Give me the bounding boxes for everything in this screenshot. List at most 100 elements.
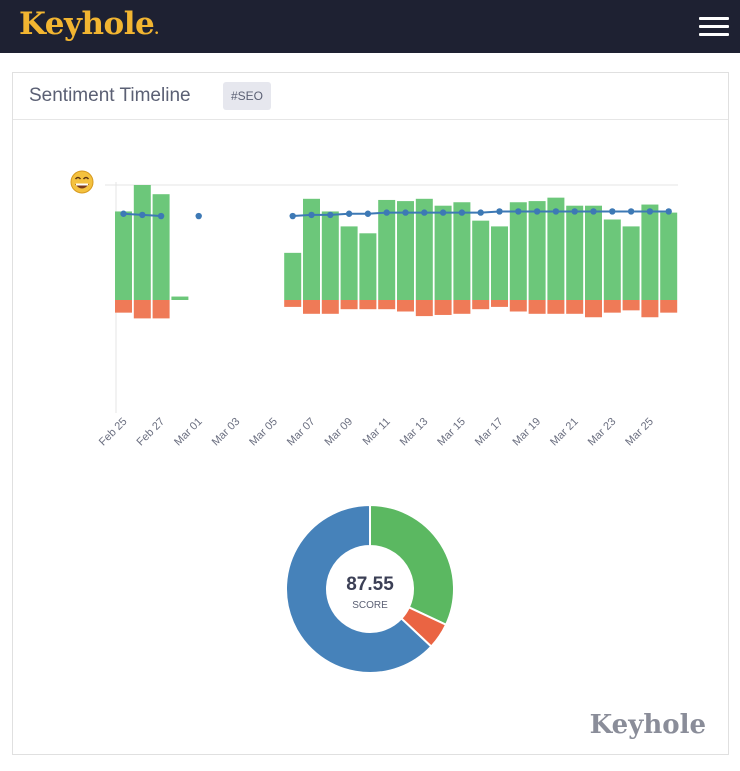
negative-bar[interactable] — [284, 300, 302, 307]
negative-bar[interactable] — [340, 300, 358, 310]
negative-bar[interactable] — [528, 300, 546, 314]
negative-bar[interactable] — [133, 300, 151, 319]
positive-bar[interactable] — [378, 199, 396, 300]
grinning-face-emoji-icon — [70, 170, 94, 194]
negative-bar[interactable] — [321, 300, 339, 314]
chart-line — [120, 208, 672, 220]
x-tick-label: Feb 25 — [97, 416, 130, 449]
score-label: SCORE — [352, 600, 388, 611]
negative-bar[interactable] — [566, 300, 584, 314]
positive-bar[interactable] — [415, 198, 433, 300]
positive-bar[interactable] — [340, 226, 358, 300]
negative-bar[interactable] — [303, 300, 320, 314]
negative-bar[interactable] — [152, 300, 170, 319]
x-tick-label: Mar 15 — [435, 416, 468, 449]
x-tick-label: Mar 17 — [473, 416, 506, 449]
x-tick-label: Mar 19 — [511, 416, 544, 449]
line-point[interactable] — [646, 208, 654, 215]
line-point[interactable] — [515, 208, 522, 215]
line-point[interactable] — [496, 208, 503, 215]
line-point[interactable] — [552, 208, 560, 215]
positive-bar[interactable] — [115, 211, 132, 300]
line-point[interactable] — [345, 210, 353, 217]
negative-bar[interactable] — [491, 300, 508, 307]
positive-bar[interactable] — [622, 226, 640, 300]
positive-bar[interactable] — [547, 197, 565, 300]
positive-bar[interactable] — [509, 202, 527, 300]
line-point[interactable] — [139, 211, 146, 219]
positive-bar[interactable] — [641, 204, 659, 300]
negative-bar[interactable] — [622, 300, 640, 311]
positive-bar[interactable] — [566, 205, 584, 300]
hashtag-badge[interactable]: #SEO — [223, 82, 272, 110]
negative-bar[interactable] — [472, 300, 490, 310]
positive-bar[interactable] — [284, 252, 302, 300]
line-point[interactable] — [627, 208, 635, 215]
negative-bar[interactable] — [115, 300, 132, 313]
negative-bar[interactable] — [585, 300, 602, 318]
positive-bar[interactable] — [453, 202, 471, 300]
line-point[interactable] — [308, 211, 315, 219]
positive-bar[interactable] — [171, 296, 189, 300]
keyhole-logo[interactable]: Keyhole. — [19, 6, 159, 42]
line-point[interactable] — [458, 209, 466, 216]
x-tick-label: Mar 11 — [361, 416, 393, 448]
line-point[interactable] — [590, 208, 597, 215]
top-navigation-bar: Keyhole. — [0, 0, 740, 53]
line-point[interactable] — [477, 209, 484, 216]
line-point[interactable] — [609, 208, 616, 215]
line-point[interactable] — [421, 209, 428, 216]
negative-bar[interactable] — [434, 300, 452, 315]
card-title: Sentiment Timeline — [29, 85, 191, 106]
card-header: Sentiment Timeline #SEO — [13, 73, 728, 120]
line-point[interactable] — [439, 209, 447, 216]
negative-bar[interactable] — [509, 300, 527, 312]
positive-bar[interactable] — [472, 220, 490, 300]
x-tick-label: Mar 25 — [623, 416, 656, 449]
hamburger-menu-icon[interactable] — [699, 17, 729, 37]
x-tick-label: Mar 13 — [398, 416, 431, 449]
positive-bar[interactable] — [660, 212, 678, 300]
line-point[interactable] — [157, 212, 165, 220]
positive-bar[interactable] — [152, 194, 170, 300]
chart-bars — [115, 185, 678, 319]
negative-bar[interactable] — [641, 300, 659, 318]
x-tick-label: Feb 27 — [135, 416, 168, 449]
x-axis-ticks: Feb 25 Feb 27 Mar 01 Mar 03 Mar 05 Mar 07 Mar … — [97, 416, 656, 449]
positive-bar[interactable] — [528, 201, 546, 300]
line-point[interactable] — [383, 209, 390, 216]
positive-bar[interactable] — [585, 205, 602, 300]
negative-bar[interactable] — [453, 300, 471, 314]
x-tick-label: Mar 01 — [172, 416, 205, 449]
positive-bar[interactable] — [434, 205, 452, 300]
line-point[interactable] — [327, 211, 334, 219]
line-point[interactable] — [665, 208, 672, 215]
line-point[interactable] — [195, 212, 202, 220]
positive-bar[interactable] — [491, 226, 508, 300]
line-point[interactable] — [571, 208, 578, 215]
x-tick-label: Mar 03 — [210, 416, 243, 449]
negative-bar[interactable] — [660, 300, 678, 313]
score-value: 87.55 — [346, 574, 394, 595]
negative-bar[interactable] — [378, 300, 396, 310]
positive-bar[interactable] — [303, 198, 320, 300]
negative-bar[interactable] — [415, 300, 433, 317]
x-tick-label: Mar 23 — [586, 416, 619, 449]
line-point[interactable] — [533, 208, 541, 215]
line-point[interactable] — [289, 212, 296, 220]
positive-bar[interactable] — [321, 211, 339, 300]
line-point[interactable] — [120, 210, 127, 217]
donut-center: 87.55 SCORE — [327, 546, 413, 632]
positive-bar[interactable] — [603, 219, 621, 301]
negative-bar[interactable] — [603, 300, 621, 313]
positive-bar[interactable] — [133, 185, 151, 300]
line-point[interactable] — [364, 210, 372, 217]
x-tick-label: Mar 07 — [285, 416, 318, 449]
negative-bar[interactable] — [397, 300, 414, 312]
positive-bar[interactable] — [359, 233, 377, 300]
negative-bar[interactable] — [547, 300, 565, 314]
positive-bar[interactable] — [397, 201, 414, 300]
line-point[interactable] — [402, 209, 409, 216]
negative-bar[interactable] — [359, 300, 377, 310]
